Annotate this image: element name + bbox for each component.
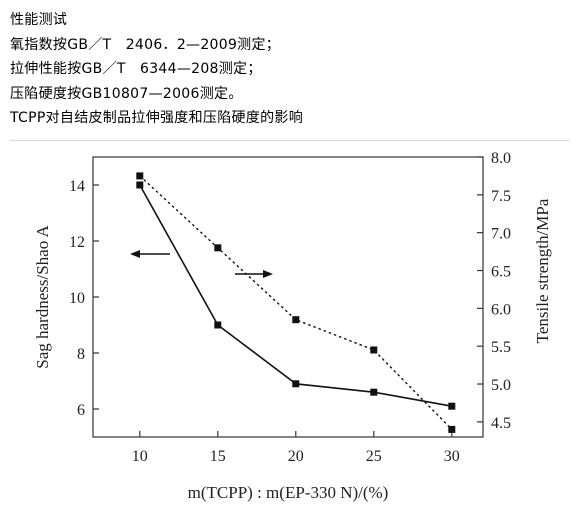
tensile-strength-point <box>214 244 222 252</box>
x-tick-label: 15 <box>210 448 226 465</box>
x-tick-label: 20 <box>288 448 304 465</box>
y-axis-label: Sag hardness/Shao A <box>33 225 52 369</box>
y-tick-label: 6 <box>77 402 85 419</box>
y-tick-label: 14 <box>69 178 85 195</box>
plot-frame <box>92 156 484 438</box>
y2-tick-label: 5.5 <box>491 339 511 356</box>
tensile-strength-line <box>139 175 453 430</box>
y2-tick-label: 7.0 <box>491 226 511 243</box>
sag-hardness-line <box>139 184 452 407</box>
chart-figure: 10 15 20 25 30 6 8 10 12 14 4.5 5.0 5.5 6.0 6.5 7.0 7.… <box>10 140 570 507</box>
y2-tick-label: 6.0 <box>491 301 511 318</box>
x-axis-label: m(TCPP) : m(EP-330 N)/(%) <box>188 483 389 502</box>
y-tick-label: 12 <box>69 234 85 251</box>
y2-tick-label: 8.0 <box>491 150 511 167</box>
doc-line-oxygen-index: 氧指数按GB／T 2406．2—2009测定； <box>10 36 281 53</box>
tensile-strength-point <box>136 172 144 180</box>
y-tick-label: 10 <box>69 290 85 307</box>
y2-tick-label: 4.5 <box>491 415 511 432</box>
sag-hardness-point <box>136 181 144 189</box>
y2-tick-label: 6.5 <box>491 264 511 281</box>
document-text: 性能测试 氧指数按GB／T 2406．2—2009测定； 拉伸性能按GB／T 6… <box>10 8 570 131</box>
y2-tick-label: 7.5 <box>491 188 511 205</box>
doc-line-heading: 性能测试 <box>10 12 68 28</box>
left-axis-arrow-icon <box>130 250 140 258</box>
x-tick-label: 25 <box>366 448 382 465</box>
y2-tick-label: 5.0 <box>491 377 511 394</box>
x-tick-label: 10 <box>132 448 148 465</box>
sag-hardness-point <box>214 321 222 329</box>
tensile-strength-point <box>370 346 378 354</box>
y2-axis-label: Tensile strength/MPa <box>533 198 552 343</box>
sag-hardness-point <box>448 402 456 410</box>
tensile-strength-point <box>448 425 456 433</box>
doc-line-figure-caption: TCPP对自结皮制品拉伸强度和压陷硬度的影响 <box>10 110 303 126</box>
doc-line-tensile: 拉伸性能按GB／T 6344—208测定； <box>10 61 262 77</box>
dual-axis-line-chart: 10 15 20 25 30 6 8 10 12 14 4.5 5.0 5.5 6.0 6.5 7.0 7.… <box>33 150 552 502</box>
x-tick-label: 30 <box>444 448 460 465</box>
right-axis-arrow-icon <box>263 270 273 278</box>
sag-hardness-point <box>292 380 300 388</box>
sag-hardness-point <box>370 388 378 396</box>
tensile-strength-point <box>292 316 300 324</box>
doc-line-indentation: 压陷硬度按GB10807—2006测定。 <box>10 85 243 102</box>
y-tick-label: 8 <box>77 346 85 363</box>
